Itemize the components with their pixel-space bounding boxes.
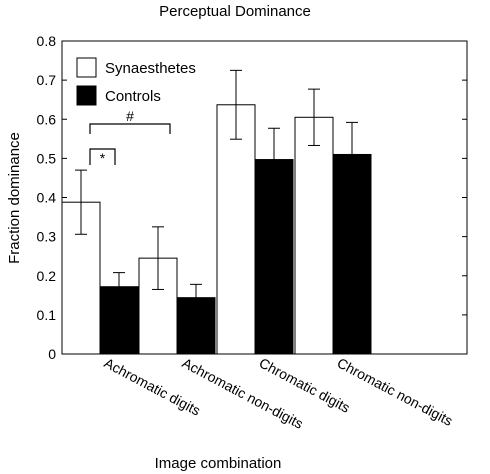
bracket-hash	[89, 123, 171, 134]
bar-controls	[254, 159, 294, 355]
y-tick-label: 0.4	[37, 190, 57, 206]
y-tick-label: 0.8	[37, 33, 57, 49]
x-axis-label: Image combination	[155, 455, 282, 472]
bars	[61, 104, 372, 355]
y-tick-label: 0	[48, 346, 56, 362]
chart-title: Perceptual Dominance	[159, 3, 311, 20]
x-tick-label: Chromatic non-digits	[335, 355, 456, 429]
annotation-star: *	[100, 150, 106, 166]
legend-label: Synaesthetes	[105, 60, 196, 77]
y-tick-label: 0.7	[37, 72, 57, 88]
legend-label: Controls	[105, 88, 161, 105]
y-axis-label: Fraction dominance	[6, 132, 23, 264]
bar-controls	[332, 153, 372, 355]
significance-annotations: #*	[89, 108, 171, 166]
legend-swatch-synaesthetes	[76, 57, 97, 78]
bar-synaesthetes	[216, 104, 256, 355]
bracket-star	[89, 148, 116, 165]
annotation-hash: #	[126, 108, 134, 124]
y-tick-label: 0.5	[37, 150, 57, 166]
y-tick-label: 0.2	[37, 268, 57, 284]
y-tick-label: 0.1	[37, 307, 57, 323]
y-tick-label: 0.3	[37, 229, 57, 245]
y-tick-label: 0.6	[37, 111, 57, 127]
legend: Synaesthetes Controls	[76, 57, 196, 106]
error-bars	[75, 69, 358, 312]
bar-synaesthetes	[61, 201, 101, 355]
bar-synaesthetes	[294, 116, 334, 355]
y-axis: 0 0.1 0.2 0.3 0.4 0.5 0.6 0.7 0.8	[37, 33, 467, 362]
legend-swatch-controls	[76, 85, 97, 106]
